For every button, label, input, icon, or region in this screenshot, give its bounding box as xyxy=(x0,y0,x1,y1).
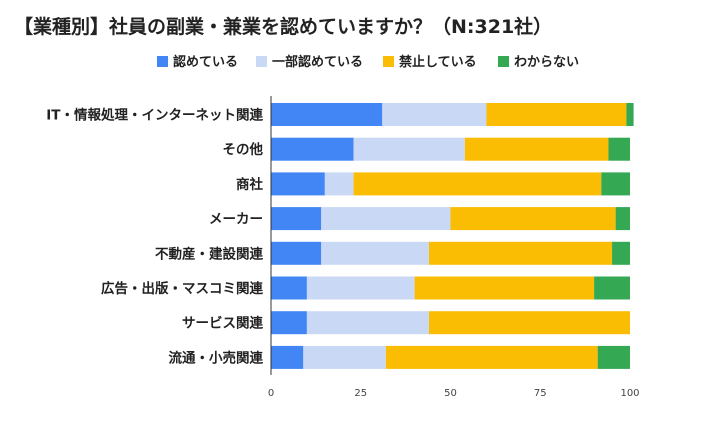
legend-swatch-3 xyxy=(498,56,509,67)
bar-segment xyxy=(615,207,630,231)
bar-segment xyxy=(306,311,429,335)
bar-segment xyxy=(428,241,613,265)
bar-segment xyxy=(306,276,415,300)
category-label: サービス関連 xyxy=(182,315,263,332)
chart-title: 【業種別】社員の副業・兼業を認めていますか？（N:321社） xyxy=(14,16,553,38)
bar-segment xyxy=(626,103,634,126)
bar-segment xyxy=(450,207,616,231)
bar-segment xyxy=(382,103,487,126)
legend-swatch-0 xyxy=(157,56,168,67)
bar-segment xyxy=(353,172,602,196)
bars xyxy=(271,103,634,369)
category-labels: IT・情報処理・インターネット関連その他商社メーカー不動産・建設関連広告・出版・… xyxy=(46,107,263,367)
category-label: その他 xyxy=(223,141,264,158)
bar-segment xyxy=(608,137,630,161)
bar-segment xyxy=(271,137,354,161)
category-label: 商社 xyxy=(236,176,263,193)
legend-swatch-1 xyxy=(256,56,267,67)
bar-segment xyxy=(271,345,304,369)
bar-segment xyxy=(271,103,383,126)
bar-segment xyxy=(612,241,630,265)
category-label: 広告・出版・マスコミ関連 xyxy=(101,280,263,297)
bar-segment xyxy=(601,172,630,196)
x-tick-label: 0 xyxy=(268,388,274,399)
legend: 認めている 一部認めている 禁止している わからない xyxy=(157,54,579,70)
bar-segment xyxy=(414,276,595,300)
category-label: メーカー xyxy=(209,212,263,228)
x-tick-label: 75 xyxy=(534,388,547,399)
x-tick-label: 100 xyxy=(620,388,639,399)
bar-segment xyxy=(428,311,630,335)
bar-segment xyxy=(321,241,429,265)
legend-swatch-2 xyxy=(383,56,394,67)
bar-segment xyxy=(486,103,627,126)
legend-label-3: わからない xyxy=(514,55,579,70)
legend-label-1: 一部認めている xyxy=(272,54,363,70)
bar-segment xyxy=(271,241,322,265)
bar-segment xyxy=(597,345,630,369)
x-tick-label: 50 xyxy=(444,388,457,399)
category-label: 流通・小売関連 xyxy=(169,349,264,366)
bar-segment xyxy=(271,172,325,196)
bar-segment xyxy=(271,276,307,300)
bar-segment xyxy=(594,276,630,300)
bar-segment xyxy=(324,172,354,196)
bar-segment xyxy=(385,345,598,369)
category-label: 不動産・建設関連 xyxy=(155,245,263,262)
bar-segment xyxy=(353,137,465,161)
category-label: IT・情報処理・インターネット関連 xyxy=(46,107,263,124)
bar-segment xyxy=(271,311,307,335)
legend-label-2: 禁止している xyxy=(399,54,477,70)
bar-segment xyxy=(321,207,451,231)
bar-segment xyxy=(464,137,609,161)
bar-segment xyxy=(303,345,386,369)
x-axis-ticks: 0 25 50 75 100 xyxy=(268,388,640,399)
legend-label-0: 認めている xyxy=(173,54,238,70)
x-tick-label: 25 xyxy=(354,388,367,399)
bar-segment xyxy=(271,207,322,231)
